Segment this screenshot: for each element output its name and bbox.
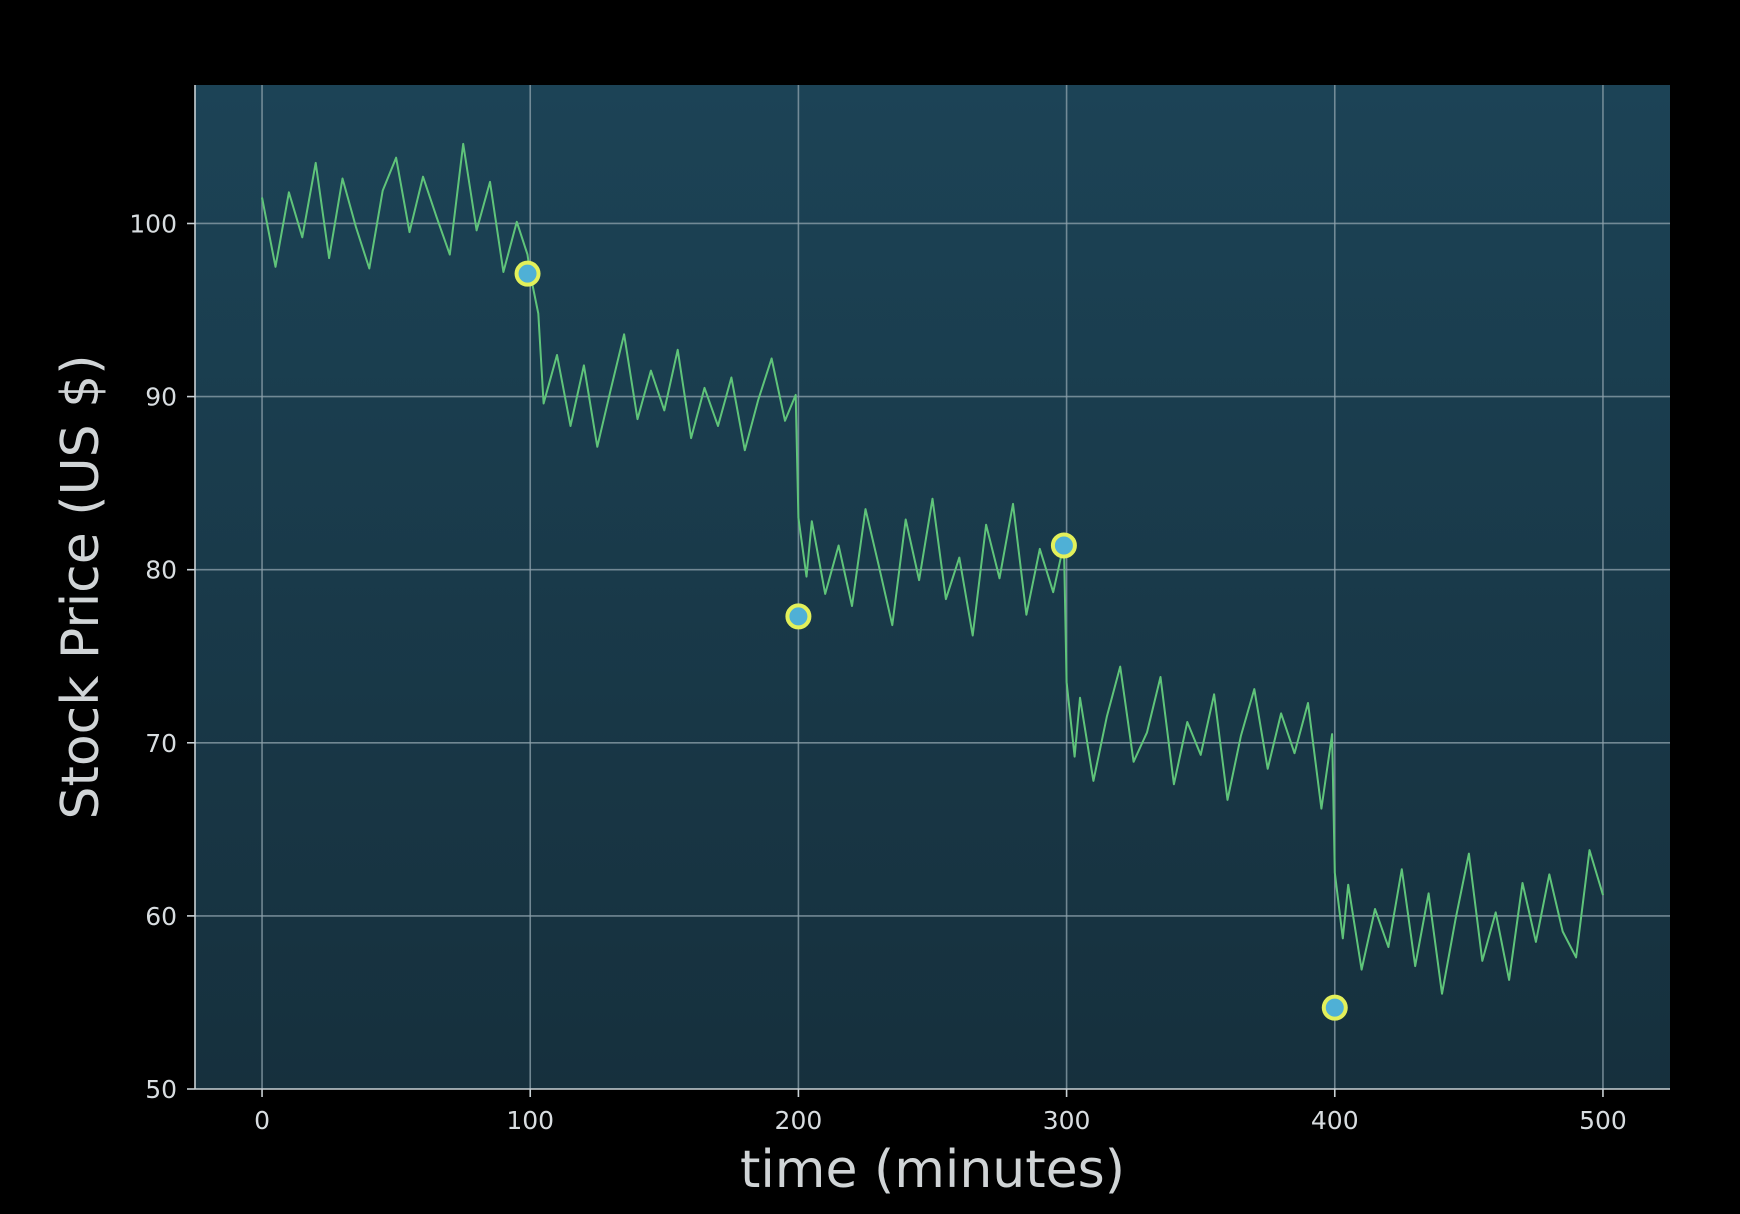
x-tick-label: 400 [1311, 1106, 1359, 1135]
x-tick-label: 200 [775, 1106, 823, 1135]
x-axis-label: time (minutes) [740, 1140, 1125, 1200]
y-axis-ticks: 50 60 70 80 90 100 [129, 209, 195, 1104]
highlight-marker [1321, 994, 1348, 1021]
price-line [261, 142, 1604, 995]
x-tick-label: 0 [254, 1106, 270, 1135]
plot-area [195, 85, 1670, 1089]
y-tick-label: 100 [129, 209, 177, 238]
y-tick-label: 50 [145, 1075, 177, 1104]
y-tick-label: 60 [145, 902, 177, 931]
highlight-marker [1050, 532, 1077, 559]
y-tick-label: 70 [145, 729, 177, 758]
highlighted-points [514, 260, 1348, 1021]
axis-spines [194, 85, 1670, 1090]
y-tick-label: 90 [145, 383, 177, 412]
x-tick-label: 300 [1043, 1106, 1091, 1135]
gridlines [195, 85, 1670, 1089]
highlight-marker [514, 260, 541, 287]
x-axis-ticks: 0 100 200 300 400 500 [254, 1089, 1627, 1135]
highlight-marker [785, 603, 812, 630]
x-tick-label: 100 [506, 1106, 554, 1135]
y-axis-label: Stock Price (US $) [51, 354, 111, 819]
price-series [261, 142, 1604, 995]
x-tick-label: 500 [1579, 1106, 1627, 1135]
y-tick-label: 80 [145, 556, 177, 585]
